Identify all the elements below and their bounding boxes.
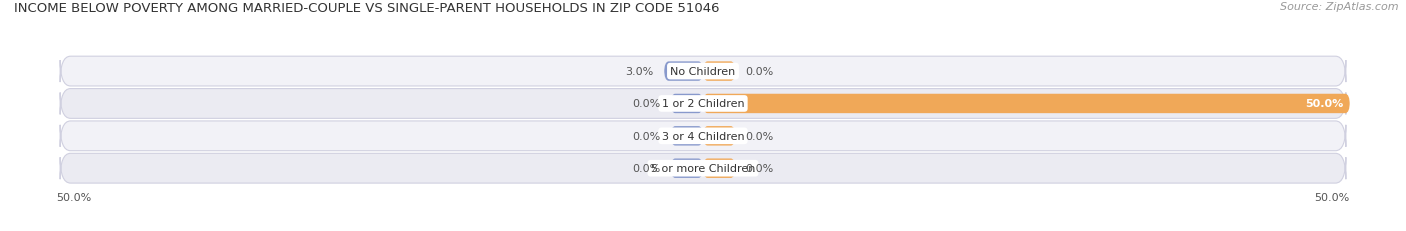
Text: 50.0%: 50.0% [56, 193, 91, 203]
Text: Source: ZipAtlas.com: Source: ZipAtlas.com [1281, 2, 1399, 12]
Text: 5 or more Children: 5 or more Children [651, 164, 755, 173]
Text: 1 or 2 Children: 1 or 2 Children [662, 99, 744, 109]
Text: 0.0%: 0.0% [633, 99, 661, 109]
FancyBboxPatch shape [671, 159, 703, 178]
Text: No Children: No Children [671, 67, 735, 77]
Text: INCOME BELOW POVERTY AMONG MARRIED-COUPLE VS SINGLE-PARENT HOUSEHOLDS IN ZIP COD: INCOME BELOW POVERTY AMONG MARRIED-COUPL… [14, 2, 720, 15]
Text: 0.0%: 0.0% [745, 67, 773, 77]
Text: 3.0%: 3.0% [626, 67, 654, 77]
FancyBboxPatch shape [703, 127, 735, 146]
FancyBboxPatch shape [60, 89, 1346, 119]
FancyBboxPatch shape [703, 94, 1350, 114]
FancyBboxPatch shape [60, 57, 1346, 87]
FancyBboxPatch shape [60, 154, 1346, 183]
FancyBboxPatch shape [703, 159, 735, 178]
Text: 0.0%: 0.0% [745, 131, 773, 141]
FancyBboxPatch shape [671, 94, 703, 114]
Text: 0.0%: 0.0% [633, 131, 661, 141]
Text: 50.0%: 50.0% [1315, 193, 1350, 203]
FancyBboxPatch shape [664, 62, 703, 82]
Text: 50.0%: 50.0% [1305, 99, 1343, 109]
Text: 0.0%: 0.0% [745, 164, 773, 173]
Text: 0.0%: 0.0% [633, 164, 661, 173]
FancyBboxPatch shape [60, 122, 1346, 151]
FancyBboxPatch shape [671, 127, 703, 146]
FancyBboxPatch shape [703, 62, 735, 82]
Text: 3 or 4 Children: 3 or 4 Children [662, 131, 744, 141]
